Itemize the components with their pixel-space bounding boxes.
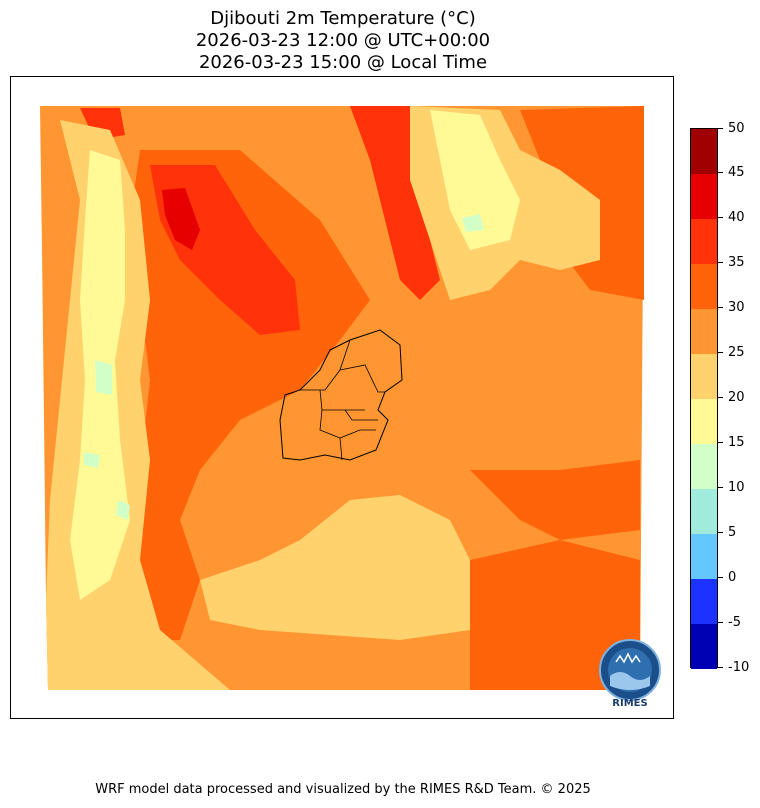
colorbar-segment	[691, 489, 717, 534]
map-frame	[10, 76, 674, 719]
colorbar-tick-label: 40	[728, 210, 745, 225]
colorbar-tick-label: 30	[728, 300, 745, 315]
colorbar	[690, 128, 718, 669]
colorbar-tick	[718, 262, 723, 263]
colorbar-tick	[718, 397, 723, 398]
colorbar-tick	[718, 442, 723, 443]
colorbar-tick	[718, 307, 723, 308]
logo-text: RIMES	[612, 698, 647, 708]
colorbar-tick-label: 15	[728, 435, 745, 450]
chart-title: Djibouti 2m Temperature (°C) 2026-03-23 …	[0, 8, 686, 74]
colorbar-segment	[691, 534, 717, 579]
colorbar-segment	[691, 354, 717, 399]
colorbar-tick-label: 20	[728, 390, 745, 405]
colorbar-segment	[691, 129, 717, 174]
colorbar-segment	[691, 309, 717, 354]
colorbar-tick	[718, 622, 723, 623]
colorbar-segment	[691, 444, 717, 489]
title-line-local: 2026-03-23 15:00 @ Local Time	[198, 52, 488, 73]
colorbar-tick	[718, 487, 723, 488]
colorbar-tick-label: 10	[728, 480, 745, 495]
colorbar-tick	[718, 532, 723, 533]
colorbar-tick	[718, 352, 723, 353]
colorbar-tick	[718, 577, 723, 578]
colorbar-tick	[718, 667, 723, 668]
colorbar-segment	[691, 624, 717, 669]
colorbar-tick-label: 45	[728, 165, 745, 180]
colorbar-tick-label: 0	[728, 570, 737, 585]
colorbar-tick-label: -10	[728, 660, 750, 675]
colorbar-segment	[691, 399, 717, 444]
colorbar-tick-label: 50	[728, 121, 745, 136]
colorbar-tick-label: 25	[728, 345, 745, 360]
colorbar-segment	[691, 219, 717, 264]
footer-credit: WRF model data processed and visualized …	[95, 782, 591, 797]
colorbar-tick	[718, 172, 723, 173]
rimes-logo: RIMES	[599, 639, 661, 708]
title-line-utc: 2026-03-23 12:00 @ UTC+00:00	[195, 30, 491, 51]
colorbar-segment	[691, 579, 717, 624]
colorbar-tick-label: 35	[728, 255, 745, 270]
colorbar-segment	[691, 264, 717, 309]
title-line-variable: Djibouti 2m Temperature (°C)	[210, 8, 476, 29]
colorbar-segment	[691, 174, 717, 219]
colorbar-tick	[718, 128, 723, 129]
colorbar-tick-label: 5	[728, 525, 737, 540]
colorbar-tick-label: -5	[728, 615, 741, 630]
colorbar-tick	[718, 217, 723, 218]
